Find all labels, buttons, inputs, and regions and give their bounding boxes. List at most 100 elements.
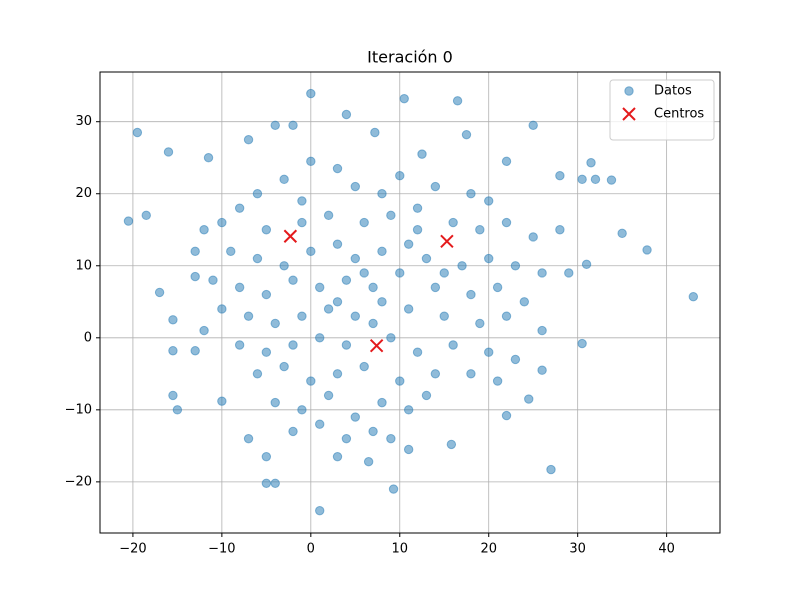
data-point [403,405,414,415]
data-point [537,325,547,336]
data-point [642,245,652,255]
data-point [252,369,263,379]
x-tick-label: 20 [480,542,497,557]
x-tick-label: 30 [569,542,586,557]
data-point [452,96,463,106]
data-point [412,225,423,235]
data-point [332,451,343,462]
data-point [363,456,374,467]
y-tick-label: 0 [84,330,92,345]
data-point [168,346,178,356]
data-point [386,433,396,444]
data-point [501,217,512,228]
data-point [234,282,245,293]
data-point [261,225,272,235]
data-point [510,261,521,271]
y-tick-label: −10 [65,402,92,417]
data-point [279,361,289,372]
data-point [261,478,272,488]
x-tick-label: −10 [208,542,235,557]
data-point [368,282,378,293]
data-point [243,311,254,321]
data-point [261,347,272,357]
data-point [190,246,200,257]
data-point [368,426,378,437]
data-point [288,275,298,285]
data-point [524,394,534,404]
data-point [297,196,307,206]
data-point [688,292,699,302]
data-point [395,171,405,181]
data-point [359,217,369,228]
y-tick-label: 20 [75,186,92,201]
x-tick-label: 0 [307,542,315,557]
data-point [332,163,343,174]
data-point [359,268,369,278]
data-point [288,426,298,437]
data-point [461,129,472,140]
data-point [484,253,494,264]
legend-box [609,79,715,141]
data-point [288,340,298,350]
data-point [332,297,343,307]
data-point [577,338,587,349]
data-point [203,153,214,163]
data-point [395,268,405,278]
data-point [252,253,263,264]
data-point [388,484,399,494]
data-point [412,347,423,357]
data-point [341,433,352,444]
data-point [270,397,280,408]
data-point [537,268,547,278]
data-point [377,189,387,199]
data-point [297,217,307,228]
data-point [501,311,512,321]
data-point [492,282,503,293]
data-point [306,88,316,99]
data-point [261,289,272,300]
data-point [341,109,352,120]
data-point [306,246,316,257]
data-point [323,210,334,221]
data-point [190,346,200,356]
data-point [519,297,530,307]
data-point [270,478,280,488]
center-cross [369,339,384,353]
data-point [350,253,360,264]
data-point [430,282,441,293]
data-point [172,405,183,415]
data-point [368,318,378,329]
data-point [430,369,441,379]
data-point [555,171,565,181]
data-point [590,174,601,185]
x-tick-label: −20 [119,542,146,557]
data-point [412,203,423,213]
data-point [270,318,280,329]
center-marker [283,229,298,243]
data-point [226,246,236,257]
data-point [448,217,458,228]
data-point [466,189,476,199]
data-point [288,120,298,131]
data-point [315,333,325,343]
data-point [537,365,547,375]
center-cross [440,234,454,248]
data-point [386,210,396,221]
data-point [243,433,254,444]
center-marker [369,339,384,353]
data-point [359,361,369,372]
data-point [510,354,521,365]
data-point [484,196,494,206]
data-point [217,304,227,314]
data-point [332,239,343,249]
data-point [123,216,134,226]
data-point [439,268,449,278]
data-point [261,451,272,462]
y-tick-label: 30 [75,114,92,129]
data-point [154,287,165,298]
data-point [377,246,387,257]
data-point [555,225,565,235]
chart-title: Iteración 0 [367,48,453,67]
x-tick-label: 40 [658,542,675,557]
